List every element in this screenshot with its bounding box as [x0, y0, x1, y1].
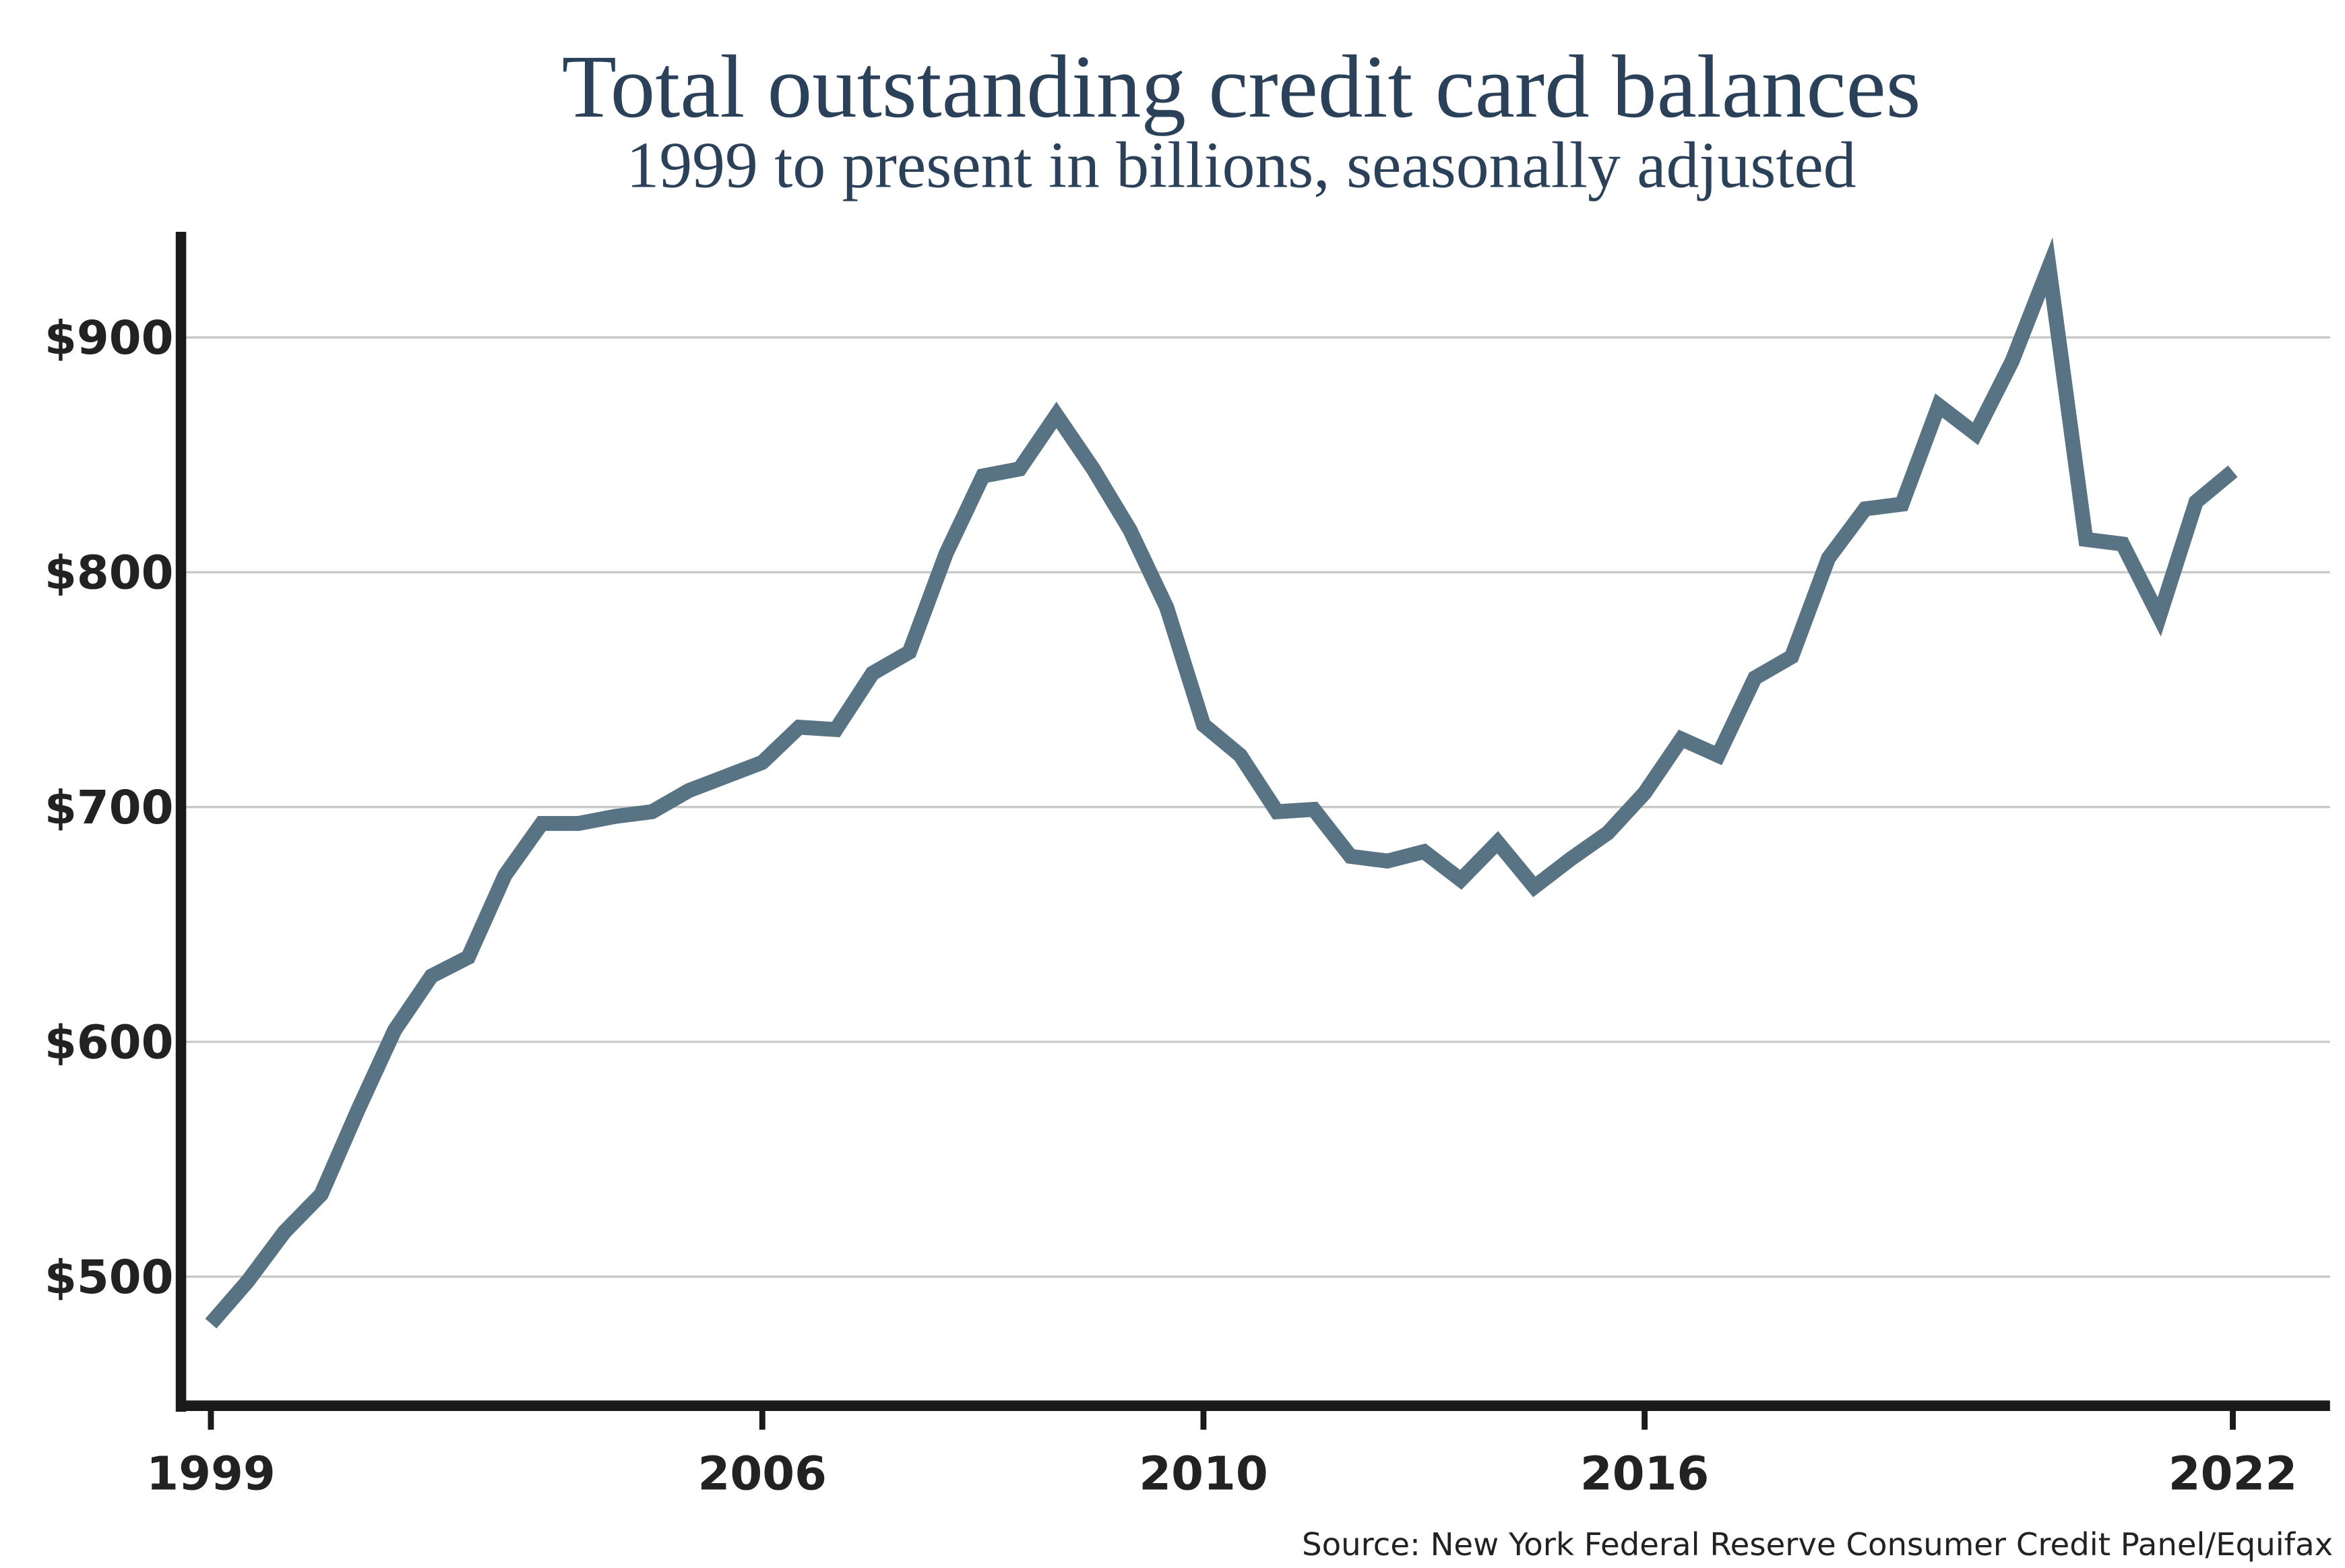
y-tick-label: $600 [44, 1016, 173, 1070]
y-tick-label: $900 [44, 311, 173, 365]
data-line [205, 237, 2238, 1329]
source-note: Source: New York Federal Reserve Consume… [1302, 1526, 2333, 1563]
y-tick-label: $500 [44, 1251, 173, 1305]
y-tick-label: $800 [44, 546, 173, 600]
grid [181, 336, 2330, 1278]
chart-title: Total outstanding credit card balances [562, 36, 1921, 136]
x-tick-label: 2006 [698, 1447, 827, 1501]
x-tick-label: 2010 [1139, 1447, 1268, 1501]
x-tick-label: 2016 [1580, 1447, 1709, 1501]
x-tick-label: 2022 [2168, 1447, 2297, 1501]
x-tick-label: 1999 [146, 1447, 275, 1501]
y-tick-label: $700 [44, 781, 173, 835]
chart-subtitle: 1999 to present in billions, seasonally … [627, 129, 1856, 201]
